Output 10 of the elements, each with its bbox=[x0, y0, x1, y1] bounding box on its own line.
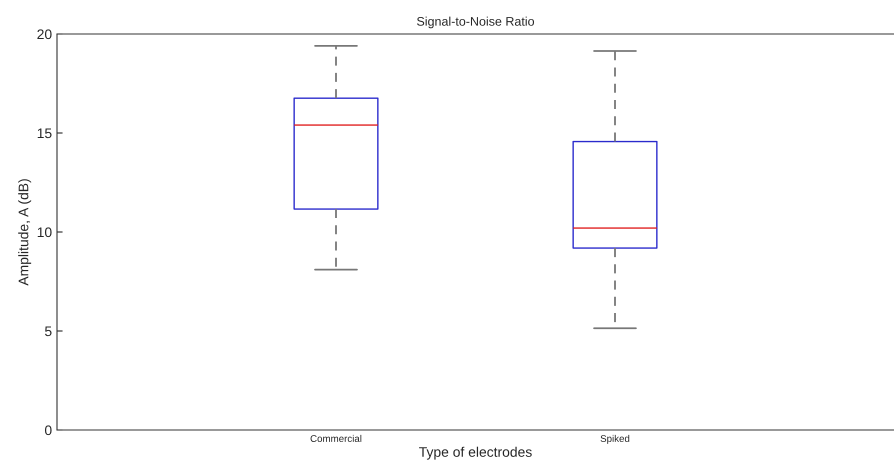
y-tick-label: 15 bbox=[38, 128, 52, 138]
y-tick-label: 5 bbox=[44, 326, 52, 336]
y-axis-title: Amplitude, A (dB) bbox=[18, 179, 32, 286]
x-axis-title: Type of electrodes bbox=[419, 446, 532, 460]
x-tick-label: Commercial bbox=[310, 434, 362, 442]
y-tick-label: 10 bbox=[38, 227, 52, 238]
x-tick-label: Spiked bbox=[600, 434, 630, 444]
y-tick-label: 20 bbox=[37, 29, 52, 40]
chart-title: Signal-to-Noise Ratio bbox=[417, 16, 534, 28]
y-tick-label: 0 bbox=[44, 425, 52, 436]
